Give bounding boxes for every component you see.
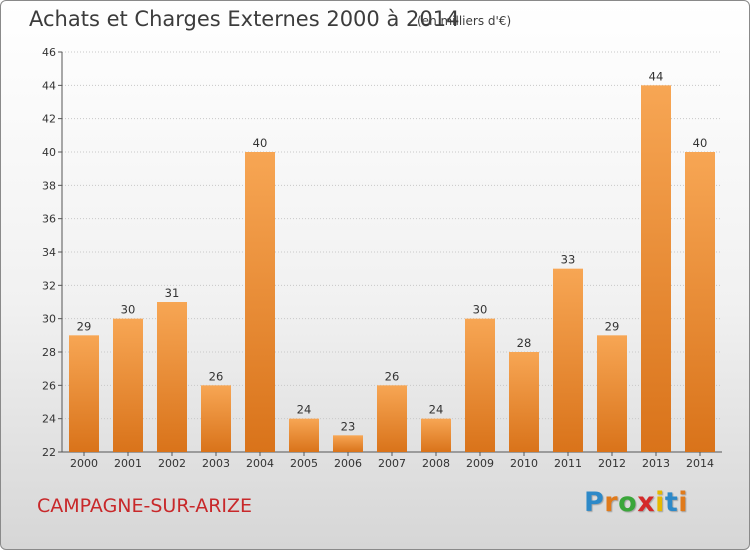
bar [69,335,99,452]
data-label: 33 [561,253,576,267]
y-tick-label: 26 [42,379,56,392]
bar [685,152,715,452]
x-tick-label: 2013 [642,457,670,470]
bar [157,302,187,452]
y-tick-label: 28 [42,346,56,359]
x-tick-label: 2007 [378,457,406,470]
x-tick-label: 2011 [554,457,582,470]
data-label: 30 [473,303,488,317]
chart-subtitle: (en milliers d'€) [417,14,512,28]
y-tick-label: 46 [42,46,56,59]
data-label: 40 [253,136,268,150]
y-tick-label: 30 [42,313,56,326]
logo-letter: i [655,487,665,518]
data-label: 24 [429,403,444,417]
data-label: 29 [605,319,620,333]
bar [333,435,363,452]
bar [509,352,539,452]
logo-letter: t [664,487,679,518]
data-label: 26 [385,369,400,383]
bar [113,318,143,452]
bar [421,418,451,452]
x-tick-label: 2012 [598,457,626,470]
data-label: 29 [77,319,92,333]
y-tick-label: 40 [42,146,56,159]
data-label: 23 [341,419,356,433]
bar [465,318,495,452]
logo-letter: o [618,487,638,518]
data-label: 44 [649,69,664,83]
bar [377,385,407,452]
logo-letter: x [637,487,656,518]
x-tick-label: 2014 [686,457,714,470]
logo-letter: i [678,487,689,518]
data-label: 30 [121,303,136,317]
data-labels: 29 30 31 26 40 24 23 26 24 30 28 33 29 44 40 [77,69,708,433]
y-tick-label: 44 [42,79,56,92]
bar [245,152,275,452]
bar [553,268,583,452]
y-tick-label: 36 [42,213,56,226]
x-tick-label: 2003 [202,457,230,470]
bar [641,85,671,452]
commune-name: CAMPAGNE-SUR-ARIZE [37,495,253,517]
data-label: 31 [165,286,180,300]
x-tick-label: 2000 [70,457,98,470]
y-tick-label: 42 [42,113,56,126]
x-tick-label: 2009 [466,457,494,470]
bar [597,335,627,452]
data-label: 40 [693,136,708,150]
x-tick-label: 2010 [510,457,538,470]
y-tick-label: 38 [42,179,56,192]
data-label: 24 [297,403,312,417]
y-tick-label: 22 [42,446,56,459]
x-tick-label: 2005 [290,457,318,470]
bar [289,418,319,452]
x-tick-label: 2001 [114,457,142,470]
proxiti-logo: Proxiti [584,487,688,518]
bar [201,385,231,452]
y-tick-label: 32 [42,279,56,292]
x-tick-label: 2008 [422,457,450,470]
data-label: 28 [517,336,532,350]
x-tick-label: 2006 [334,457,362,470]
bars [69,85,715,452]
data-label: 26 [209,369,224,383]
chart-title: Achats et Charges Externes 2000 à 2014 [29,7,460,31]
y-tick-label: 24 [42,413,56,426]
logo-letter: P [584,487,605,518]
logo-letter: r [604,487,619,518]
y-tick-label: 34 [42,246,56,259]
x-tick-label: 2002 [158,457,186,470]
x-tick-label: 2004 [246,457,274,470]
